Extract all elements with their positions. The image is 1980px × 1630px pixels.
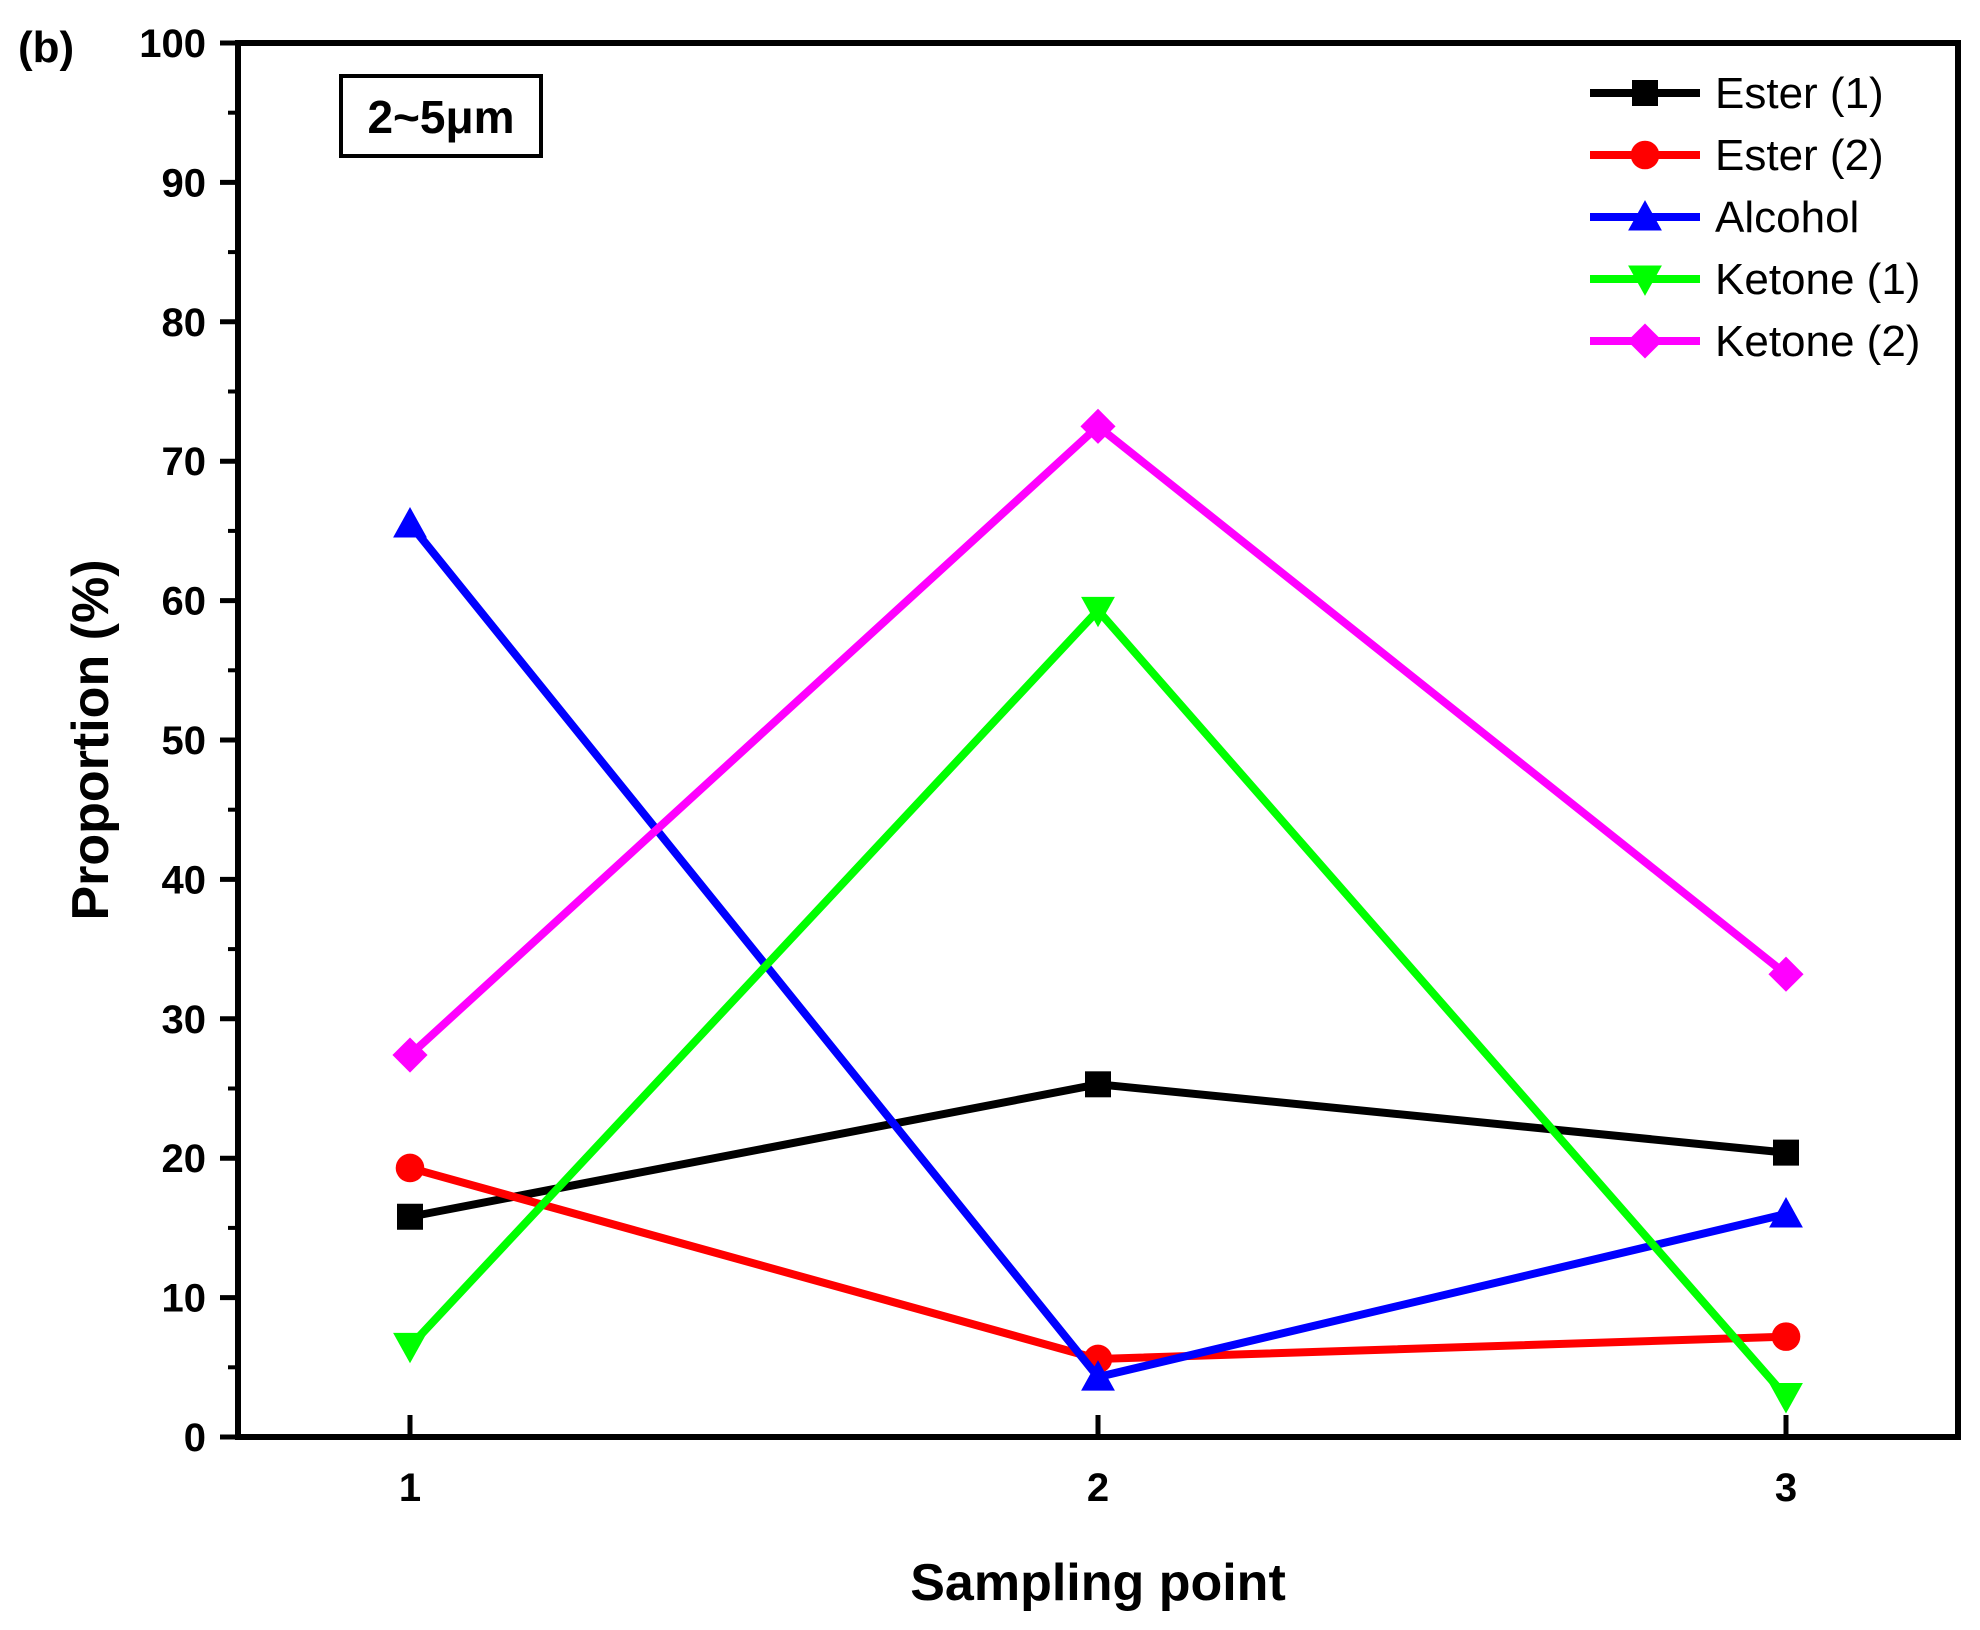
size-annotation-box <box>339 74 543 158</box>
square-marker <box>1085 1071 1111 1098</box>
legend-item: Ester (1) <box>1590 69 1884 118</box>
y-tick-label: 40 <box>162 858 207 902</box>
circle-marker <box>1630 140 1660 170</box>
x-tick-label: 3 <box>1775 1466 1797 1510</box>
series-line <box>407 604 1790 1400</box>
diamond-marker <box>1080 408 1116 444</box>
series-line <box>406 521 1787 1382</box>
y-axis-title: Proportion (%) <box>62 559 120 920</box>
x-tick-labels: 1 2 3 <box>399 1466 1797 1510</box>
square-marker <box>1632 80 1658 106</box>
triangle-down-marker <box>393 1332 427 1364</box>
x-axis-title: Sampling point <box>910 1554 1286 1612</box>
triangle-up-marker <box>393 507 427 538</box>
square-marker <box>397 1203 423 1230</box>
y-tick-label: 30 <box>162 998 207 1042</box>
diamond-marker <box>392 1037 428 1073</box>
triangle-up-marker <box>1081 1360 1115 1391</box>
size-annotation-text: 2~5μm <box>367 91 514 143</box>
legend: Ester (1) Ester (2) Alcohol Ketone (1) Keton… <box>1590 69 1920 366</box>
circle-marker <box>395 1153 425 1183</box>
triangle-up-marker <box>1769 1197 1803 1228</box>
series-layer <box>392 408 1804 1414</box>
panel-label: (b) <box>18 23 74 72</box>
y-tick-labels: 0 10 20 30 40 50 60 70 80 90 100 <box>139 22 206 1460</box>
series-ester-2 <box>395 1153 1801 1374</box>
legend-item: Alcohol <box>1590 193 1859 242</box>
square-marker <box>1773 1139 1799 1166</box>
series-ester-1 <box>397 1071 1799 1230</box>
y-tick-label: 50 <box>162 719 207 763</box>
y-tick-label: 80 <box>162 301 207 345</box>
triangle-down-marker <box>1628 265 1662 296</box>
series-ketone-1 <box>393 596 1803 1414</box>
y-tick-label: 90 <box>162 161 207 205</box>
legend-label: Ketone (1) <box>1715 255 1920 304</box>
triangle-up-marker <box>1628 200 1662 231</box>
diamond-marker <box>1627 323 1663 359</box>
legend-label: Alcohol <box>1715 193 1859 242</box>
y-tick-label: 100 <box>139 22 206 66</box>
y-tick-label: 60 <box>162 580 207 624</box>
legend-item: Ketone (2) <box>1590 317 1920 366</box>
circle-marker <box>1771 1322 1801 1351</box>
diamond-marker <box>1768 956 1804 992</box>
series-ketone-2 <box>392 408 1804 1073</box>
legend-label: Ester (2) <box>1715 131 1884 180</box>
legend-item: Ester (2) <box>1590 131 1884 180</box>
series-line <box>407 421 1789 1058</box>
series-alcohol <box>393 507 1803 1391</box>
axis-ticks <box>220 40 1789 1440</box>
y-tick-label: 0 <box>184 1416 206 1460</box>
legend-item: Ketone (1) <box>1590 255 1920 304</box>
triangle-down-marker <box>1769 1383 1803 1414</box>
y-tick-label: 10 <box>162 1277 207 1321</box>
x-tick-label: 2 <box>1087 1466 1109 1510</box>
series-line <box>409 1080 1787 1221</box>
legend-label: Ester (1) <box>1715 69 1884 118</box>
size-annotation: 2~5μm <box>339 74 543 158</box>
x-tick-label: 1 <box>399 1466 421 1510</box>
legend-label: Ketone (2) <box>1715 317 1920 366</box>
plot-frame <box>235 40 1961 1440</box>
triangle-down-marker <box>1081 596 1115 628</box>
y-tick-label: 70 <box>162 440 207 484</box>
y-tick-label: 20 <box>162 1137 207 1181</box>
